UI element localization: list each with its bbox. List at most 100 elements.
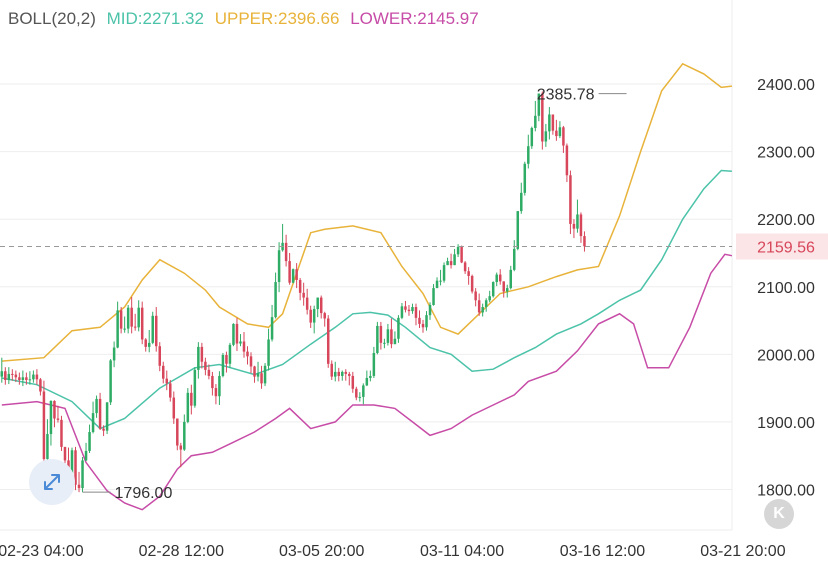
collapse-button[interactable]: K [764,499,794,529]
candle [537,93,541,122]
bollinger-bands [1,62,733,511]
candle [491,281,495,298]
candle [460,245,463,264]
candle [162,361,165,384]
candle-body [214,388,218,397]
candle [302,282,305,306]
candle-body [298,280,302,293]
candle [249,352,253,374]
x-tick-label: 03-21 20:00 [700,543,786,560]
candle-body [404,306,407,310]
candle-body [98,398,102,429]
candle [421,319,425,333]
candle-body [21,377,25,380]
candle [295,263,298,289]
candle-body [305,297,309,310]
candle [140,301,144,345]
candle-body [548,114,551,132]
collapse-k-icon: K [773,505,785,522]
candle-body [414,307,418,318]
candle [242,332,246,358]
candle [130,296,133,334]
candle-body [372,352,376,376]
candle-body [35,374,39,380]
candle [263,363,267,387]
candle-body [576,214,579,229]
candle [207,364,211,380]
candle-body [376,325,379,353]
candle-body [348,373,351,376]
candle [312,305,316,334]
candle [221,352,225,378]
candle-body [95,398,98,414]
candle-body [477,300,481,313]
candle [126,305,130,334]
candle-body [119,310,123,329]
candle-body [151,315,154,343]
candle-body [534,115,537,128]
candle [291,268,295,284]
candle-body [242,341,246,352]
candle [562,125,565,153]
candle-body [558,127,562,137]
candle [393,331,397,345]
candle-body [569,175,572,224]
candle [260,365,263,389]
candle-body [147,342,151,347]
candle-body [162,365,165,379]
candle [520,182,523,214]
candle [365,370,369,387]
candle [60,415,63,451]
candle-body [200,346,204,362]
candle [88,424,91,453]
candle-body [435,280,439,289]
candle-body [291,269,295,283]
candle-body [183,421,186,450]
candle-body [498,274,502,282]
candle [400,302,404,320]
candle [453,248,456,266]
candle-body [425,315,428,328]
candle-body [467,271,470,276]
candle-body [130,307,133,327]
candle [151,311,154,345]
candle [21,370,25,387]
candle [502,281,505,298]
last-price-line: 2159.56 [0,233,828,260]
y-tick-label: 1800.00 [757,482,815,499]
candle-body [505,288,509,292]
candle-body [312,309,316,323]
x-axis: 02-23 04:00 02-28 12:00 03-05 20:00 03-11 0… [0,543,786,560]
candle [362,383,365,405]
grid-lines [0,0,733,531]
candle-body [400,306,404,318]
candle-body [316,297,319,310]
candle-body [551,114,555,131]
candle-body [365,377,369,386]
expand-button[interactable] [29,459,75,505]
candle [355,386,358,401]
candle-body [495,274,498,283]
candle-body [341,371,344,376]
annotations: 2385.78 1796.00 [82,87,627,502]
candle [509,265,512,290]
candle-body [0,371,4,377]
candle-body [165,378,169,384]
candle [348,371,351,386]
candle-body [379,325,383,343]
candle-body [449,261,453,266]
y-tick-label: 2000.00 [757,347,815,364]
candle-body [418,317,421,324]
upper-band-line [1,62,732,362]
candle-body [109,360,112,403]
candle [558,121,562,139]
candle-body [562,127,565,146]
candle-body [513,248,516,270]
candle-body [555,130,558,137]
candle-body [428,305,432,316]
candle [281,223,284,252]
candle-body [81,460,84,489]
candle-body [256,373,260,377]
candle [253,365,256,383]
